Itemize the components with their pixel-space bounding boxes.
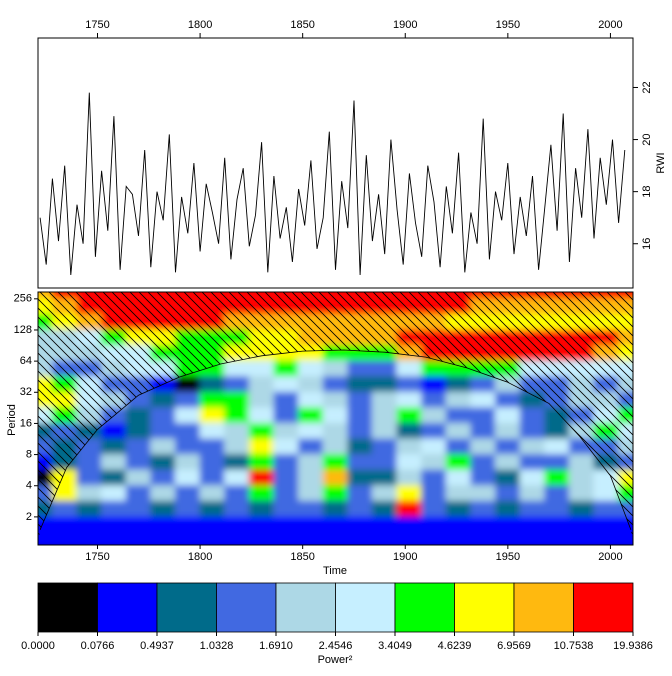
y-tick-label: 2 bbox=[26, 511, 32, 523]
y-tick-label: 256 bbox=[14, 293, 32, 305]
colorbar-tick-label: 0.0000 bbox=[21, 640, 55, 652]
y-tick-label: 4 bbox=[26, 480, 32, 492]
power-cell bbox=[371, 516, 398, 545]
power-cell bbox=[470, 516, 497, 545]
power-cell bbox=[125, 516, 152, 545]
power-cell bbox=[224, 516, 250, 545]
power-cell bbox=[248, 516, 275, 545]
y-axis-label: Period bbox=[6, 404, 18, 436]
x-tick-label: 1850 bbox=[290, 19, 314, 31]
colorbar-tick-label: 1.0328 bbox=[200, 640, 234, 652]
y-tick-label: 16 bbox=[641, 238, 653, 250]
power-cell bbox=[101, 516, 127, 545]
power-cell bbox=[593, 516, 620, 545]
power-cell bbox=[347, 516, 373, 545]
x-tick-label: 1900 bbox=[393, 19, 417, 31]
x-tick-label: 1750 bbox=[85, 551, 109, 563]
x-tick-label: 1950 bbox=[496, 19, 520, 31]
y-tick-label: 64 bbox=[20, 355, 32, 367]
colorbar-swatch bbox=[156, 582, 217, 633]
y-tick-label: 16 bbox=[20, 417, 32, 429]
power-cell bbox=[150, 516, 176, 545]
colorbar-tick-label: 10.7538 bbox=[554, 640, 594, 652]
colorbar-tick-label: 19.9386 bbox=[613, 640, 653, 652]
colorbar-swatch bbox=[216, 582, 277, 633]
x-axis-label: Time bbox=[323, 565, 347, 577]
colorbar-tick-label: 2.4546 bbox=[319, 640, 353, 652]
coi-hatch bbox=[38, 292, 633, 545]
colorbar-tick-label: 1.6910 bbox=[259, 640, 293, 652]
power-cell bbox=[51, 516, 78, 545]
y-axis-label: RWI bbox=[655, 152, 667, 173]
y-tick-label: 8 bbox=[26, 448, 32, 460]
y-tick-label: 18 bbox=[641, 186, 653, 198]
y-tick-label: 128 bbox=[14, 324, 32, 336]
power-cell bbox=[421, 516, 447, 545]
colorbar-swatch bbox=[97, 582, 158, 633]
plot-frame bbox=[37, 291, 634, 546]
x-tick-label: 1750 bbox=[85, 19, 109, 31]
data-line bbox=[39, 92, 626, 276]
power-cell bbox=[519, 516, 546, 545]
y-tick-label: 20 bbox=[641, 133, 653, 145]
y-tick-label: 22 bbox=[641, 81, 653, 93]
power-cell bbox=[396, 516, 423, 545]
x-tick-label: 1950 bbox=[496, 551, 520, 563]
colorbar-tick-label: 4.6239 bbox=[438, 640, 472, 652]
colorbar-tick-label: 0.0766 bbox=[81, 640, 115, 652]
colorbar-swatch bbox=[335, 582, 396, 633]
x-tick-label: 1800 bbox=[188, 551, 212, 563]
plot-area bbox=[39, 92, 626, 276]
plot-area bbox=[38, 292, 633, 545]
power-cell bbox=[273, 516, 300, 545]
x-tick-label: 1850 bbox=[290, 551, 314, 563]
colorbar-swatch bbox=[275, 582, 336, 633]
colorbar-swatch bbox=[573, 582, 634, 633]
power-cell bbox=[322, 516, 349, 545]
colorbar-swatch bbox=[37, 582, 98, 633]
colorbar-swatch bbox=[394, 582, 455, 633]
x-tick-label: 2000 bbox=[598, 19, 622, 31]
colorbar-swatch bbox=[513, 582, 574, 633]
power-cell bbox=[495, 516, 521, 545]
x-tick-label: 1800 bbox=[188, 19, 212, 31]
power-cell bbox=[76, 516, 103, 545]
power-cell bbox=[174, 516, 201, 545]
plot-frame bbox=[37, 37, 634, 289]
power-cell bbox=[298, 516, 324, 545]
colorbar-swatch bbox=[454, 582, 515, 633]
x-tick-label: 2000 bbox=[598, 551, 622, 563]
x-tick-label: 1900 bbox=[393, 551, 417, 563]
power-cell bbox=[199, 516, 226, 545]
power-cell bbox=[544, 516, 570, 545]
power-cell bbox=[568, 516, 595, 545]
colorbar-label: Power² bbox=[318, 654, 353, 666]
coi-line bbox=[39, 349, 632, 530]
colorbar-tick-label: 0.4937 bbox=[140, 640, 174, 652]
colorbar-tick-label: 6.9569 bbox=[497, 640, 531, 652]
colorbar-tick-label: 3.4049 bbox=[378, 640, 412, 652]
y-tick-label: 32 bbox=[20, 386, 32, 398]
power-cell bbox=[445, 516, 472, 545]
